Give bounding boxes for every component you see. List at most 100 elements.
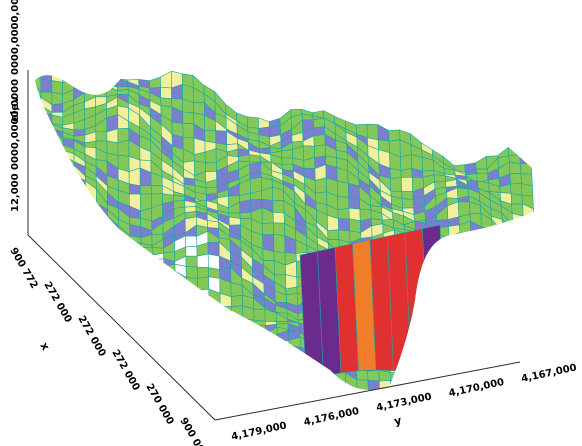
surface-facet (74, 238, 87, 256)
surface-facet (198, 331, 211, 354)
surface-facet (485, 318, 498, 326)
surface-facet (164, 323, 177, 344)
surface-facet (40, 216, 53, 237)
surface-facet (51, 235, 64, 252)
surface-facet (85, 203, 97, 224)
surface-facet (289, 362, 302, 378)
surface-facet (198, 327, 211, 347)
surface-facet (538, 414, 550, 427)
surface-facet (475, 330, 489, 335)
surface-facet (495, 307, 509, 321)
surface-facet (461, 266, 474, 286)
surface-facet (483, 272, 496, 291)
surface-facet (108, 331, 121, 345)
surface-facet (523, 237, 537, 257)
surface-facet (504, 264, 518, 282)
surface-facet (443, 348, 457, 364)
surface-facet (51, 65, 63, 83)
surface-facet (119, 303, 132, 315)
surface-facet (531, 322, 544, 337)
surface-facet (516, 280, 529, 287)
surface-facet (108, 303, 121, 313)
surface-facet (463, 306, 476, 323)
surface-facet (130, 287, 143, 307)
surface-facet (434, 381, 447, 390)
surface-facet (482, 405, 494, 416)
surface-facet (493, 251, 506, 266)
surface-facet (366, 123, 379, 141)
surface-facet (107, 270, 120, 286)
surface-facet (527, 284, 541, 293)
surface-facet (515, 269, 529, 285)
surface-facet (337, 207, 350, 220)
surface-facet (74, 214, 86, 230)
surface-facet (116, 89, 129, 95)
surface-facet (466, 346, 479, 364)
surface-facet (96, 266, 109, 282)
surface-facet (51, 183, 64, 202)
surface-facet (85, 254, 98, 268)
surface-facet (119, 276, 132, 288)
surface-facet (62, 188, 75, 203)
surface-facet (475, 168, 488, 174)
surface-facet (52, 326, 65, 345)
surface-facet (449, 243, 462, 256)
surface-facet (243, 346, 256, 361)
surface-facet (63, 324, 76, 334)
x-tick-label: 272 000 (41, 280, 73, 325)
surface-facet (118, 240, 131, 248)
surface-facet (431, 315, 444, 329)
surface-facet (356, 379, 369, 390)
surface-facet (108, 320, 121, 332)
surface-facet (40, 200, 53, 214)
surface-facet (453, 319, 466, 332)
surface-facet (74, 265, 87, 278)
surface-facet (489, 349, 502, 359)
surface-facet (519, 316, 532, 331)
surface-facet (472, 272, 485, 287)
surface-facet (476, 335, 490, 343)
surface-facet (470, 394, 482, 405)
surface-facet (377, 123, 390, 142)
surface-facet (107, 224, 120, 242)
z-tick-label: 0000,0000,0000 (10, 79, 21, 170)
surface-facet (525, 383, 538, 390)
surface-facet (152, 280, 165, 293)
surface-facet (220, 355, 234, 364)
surface-facet (506, 303, 520, 319)
surface-facet (254, 344, 267, 364)
surface-facet (63, 295, 76, 303)
surface-facet (230, 282, 243, 298)
surface-facet (507, 147, 521, 156)
surface-facet (186, 307, 199, 330)
surface-facet (313, 133, 326, 147)
surface-facet (232, 363, 245, 374)
surface-facet (465, 330, 478, 337)
surface-facet (529, 303, 543, 318)
surface-facet (268, 117, 281, 128)
surface-facet (141, 301, 154, 314)
surface-facet (221, 365, 234, 375)
surface-facet (501, 218, 515, 242)
surface-facet (95, 84, 107, 98)
surface-facet (198, 352, 211, 365)
surface-facet (51, 145, 64, 156)
surface-facet (472, 284, 485, 297)
surface-facet (488, 340, 501, 351)
surface-facet (464, 322, 477, 335)
surface-facet (196, 253, 209, 269)
surface-facet (419, 314, 433, 329)
surface-facet (460, 247, 473, 260)
surface-facet (253, 319, 266, 327)
surface-facet (451, 281, 464, 303)
surface-facet (258, 147, 271, 154)
surface-facet (526, 268, 539, 285)
surface-facet (249, 161, 262, 174)
surface-facet (450, 269, 463, 286)
surface-facet (208, 305, 221, 320)
surface-facet (242, 333, 256, 348)
surface-facet (185, 235, 198, 248)
surface-facet (128, 183, 141, 195)
surface-facet (130, 273, 143, 285)
